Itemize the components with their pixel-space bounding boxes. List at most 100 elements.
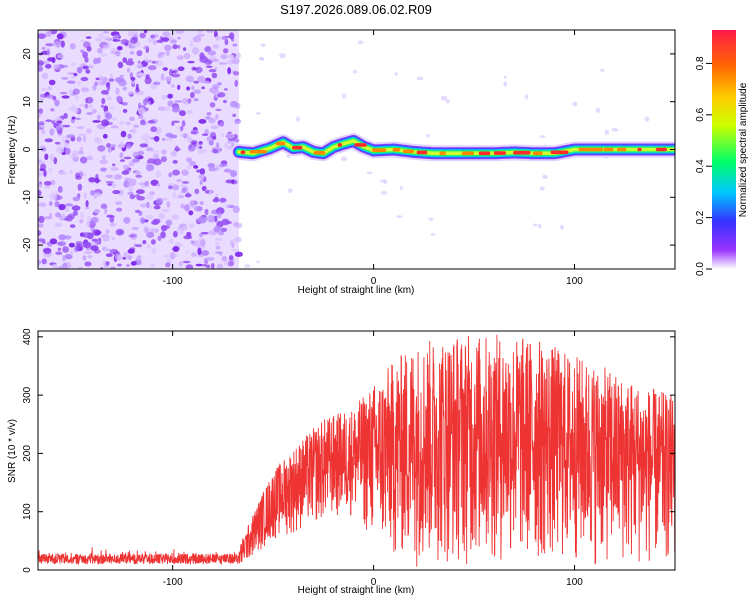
noise-speckle — [176, 84, 181, 90]
noise-speckle — [134, 244, 143, 248]
noise-speckle — [111, 237, 115, 240]
noise-speckle — [127, 186, 134, 192]
noise-speckle — [161, 208, 170, 213]
sparse-speckle — [644, 116, 650, 122]
noise-speckle — [154, 33, 159, 38]
colorbar-tick-label: 0.6 — [695, 107, 706, 121]
noise-speckle — [162, 31, 171, 37]
snr-series — [38, 334, 675, 567]
noise-speckle — [127, 133, 132, 139]
noise-speckle — [51, 57, 56, 64]
noise-speckle — [58, 171, 67, 176]
colorbar-gradient — [712, 30, 736, 269]
noise-speckle — [234, 79, 239, 87]
noise-speckle — [214, 242, 220, 245]
noise-speckle — [168, 183, 176, 186]
noise-speckle — [145, 164, 155, 172]
noise-speckle — [106, 84, 111, 92]
noise-speckle — [183, 47, 187, 51]
noise-speckle — [117, 61, 124, 69]
noise-speckle — [199, 201, 204, 206]
noise-speckle — [144, 140, 149, 144]
noise-speckle — [102, 133, 108, 139]
noise-speckle — [41, 87, 47, 92]
spectrogram-x-label: Height of straight line (km) — [298, 285, 415, 296]
noise-speckle — [73, 72, 77, 77]
track-peak — [275, 141, 286, 146]
noise-speckle — [220, 227, 228, 232]
noise-speckle — [85, 206, 90, 210]
noise-speckle — [128, 234, 137, 238]
noise-speckle — [112, 39, 121, 42]
noise-speckle — [231, 242, 235, 249]
noise-speckle — [100, 167, 107, 172]
noise-speckle — [171, 121, 175, 126]
noise-speckle — [129, 116, 136, 121]
noise-speckle — [161, 37, 170, 42]
noise-speckle — [153, 205, 161, 210]
noise-speckle — [40, 147, 47, 152]
noise-speckle — [39, 97, 44, 101]
noise-speckle — [94, 177, 100, 184]
track-peak — [603, 147, 614, 152]
noise-speckle — [77, 80, 81, 86]
noise-speckle — [174, 254, 179, 258]
noise-speckle — [134, 209, 141, 213]
noise-speckle — [110, 47, 118, 52]
noise-speckle — [233, 221, 239, 227]
sparse-speckle — [441, 95, 448, 101]
noise-speckle — [201, 185, 207, 192]
noise-speckle — [98, 74, 103, 82]
noise-speckle — [115, 87, 120, 95]
noise-speckle — [137, 107, 146, 115]
noise-speckle — [111, 117, 118, 121]
noise-speckle — [65, 206, 69, 213]
noise-speckle — [43, 60, 50, 65]
noise-speckle — [119, 159, 125, 162]
noise-speckle — [162, 197, 168, 201]
noise-speckle — [48, 79, 56, 86]
noise-speckle — [38, 108, 44, 114]
noise-speckle — [123, 216, 131, 224]
noise-speckle — [153, 158, 162, 166]
noise-speckle — [167, 100, 174, 107]
noise-speckle — [167, 93, 173, 99]
noise-speckle — [234, 119, 242, 125]
noise-speckle — [62, 255, 66, 262]
noise-speckle — [126, 255, 133, 260]
noise-speckle — [195, 169, 201, 173]
noise-speckle — [193, 98, 199, 102]
noise-speckle — [82, 135, 86, 143]
noise-speckle — [136, 170, 141, 176]
sparse-speckle — [340, 156, 348, 161]
y-tick-label: 200 — [22, 445, 33, 462]
noise-speckle — [74, 94, 79, 102]
noise-speckle — [52, 263, 58, 269]
noise-speckle — [82, 65, 89, 70]
sparse-speckle — [383, 180, 388, 184]
noise-speckle — [186, 157, 193, 163]
noise-speckle — [55, 126, 61, 131]
noise-speckle — [189, 161, 196, 166]
noise-speckle — [88, 177, 97, 183]
noise-speckle — [123, 180, 130, 188]
noise-speckle — [38, 202, 47, 207]
noise-speckle — [140, 119, 146, 126]
noise-speckle — [222, 48, 229, 54]
noise-speckle — [234, 251, 243, 257]
noise-speckle — [194, 188, 200, 195]
noise-speckle — [102, 36, 112, 41]
sparse-speckle — [560, 224, 564, 230]
noise-speckle — [219, 121, 225, 127]
noise-speckle — [38, 230, 42, 236]
noise-speckle — [135, 87, 140, 93]
noise-speckle — [122, 57, 128, 63]
x-tick-label: -100 — [163, 577, 183, 588]
noise-speckle — [105, 253, 113, 258]
noise-speckle — [110, 266, 116, 269]
noise-speckle — [144, 56, 149, 63]
noise-speckle — [181, 181, 190, 184]
noise-speckle — [57, 241, 67, 247]
noise-speckle — [165, 137, 173, 141]
noise-speckle — [208, 69, 217, 73]
